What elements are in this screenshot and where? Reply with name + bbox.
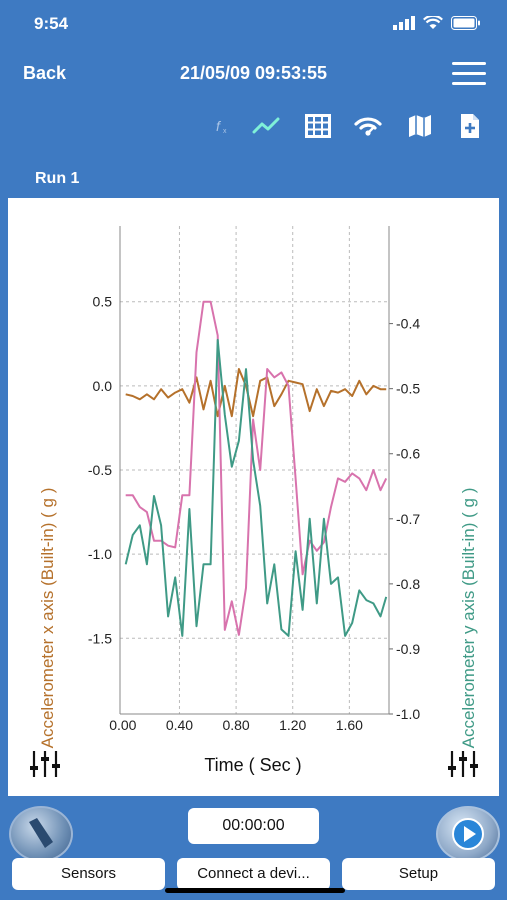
chart-panel: 0.00 0.40 0.80 1.20 1.60 0.5 0.0 -0.5 -1.0 -1.5 -0… [8,198,499,796]
status-icons [393,16,481,30]
line-chart-icon [252,117,280,134]
sensor-icon [29,818,53,848]
add-page-button[interactable] [452,108,488,144]
y-right-tick-label: -1.0 [396,706,420,722]
y-right-tick-label: -0.6 [396,446,420,462]
y-axis-right-label: Accelerometer y axis (Built-in) ( g ) [459,488,478,749]
cellular-signal-icon [393,16,415,30]
x-tick-label: 1.20 [279,717,306,733]
y-left-tick-label: -1.0 [88,546,112,562]
y-left-tick-label: -0.5 [88,462,112,478]
x-tick-label: 0.40 [166,717,193,733]
x-tick-label: 0.80 [222,717,249,733]
sliders-icon [448,751,478,777]
series-line-2 [125,300,388,636]
y-left-tick-label: 0.0 [93,378,113,394]
connect-device-button[interactable]: Connect a devi... [177,858,330,890]
chart: 0.00 0.40 0.80 1.20 1.60 0.5 0.0 -0.5 -1.0 -1.5 -0… [38,226,478,775]
x-tick-label: 1.60 [336,717,363,733]
status-bar: 9:54 [0,0,507,48]
sensor-toggle-button[interactable] [9,806,73,862]
back-button[interactable]: Back [23,63,67,83]
series-line-3 [124,338,388,637]
page-title: 21/05/09 09:53:55 [179,63,328,83]
menu-button[interactable] [452,62,486,86]
map-icon [409,115,431,137]
status-time: 9:54 [34,14,69,33]
menu-icon [452,62,486,65]
table-icon [305,114,331,138]
y-right-tick-label: -0.9 [396,641,420,657]
svg-text:x: x [223,128,227,135]
menu-icon-line [452,72,486,75]
wifi-status-icon [423,16,443,29]
battery-icon [451,16,480,30]
series-line-1 [125,368,387,418]
sensors-button[interactable]: Sensors [12,858,165,890]
home-indicator [165,888,345,893]
nav-bar: Back 21/05/09 09:53:55 [0,48,507,100]
graph-view-button[interactable] [248,108,284,144]
y-axis-left-label: Accelerometer x axis (Built-in) ( g ) [38,488,57,749]
y-right-tick-label: -0.7 [396,511,420,527]
sliders-icon [30,751,60,777]
chart-grid [120,226,389,714]
run-label: Run 1 [35,170,80,187]
left-axis-settings-button[interactable] [28,749,62,779]
timer-display: 00:00:00 [188,808,319,844]
right-axis-settings-button[interactable] [446,749,480,779]
bottom-bar: 00:00:00 Sensors Connect a devi... Setup [0,796,507,900]
play-icon [452,818,484,850]
setup-button[interactable]: Setup [342,858,495,890]
menu-icon-line [452,82,486,85]
y-left-tick-label: 0.5 [93,294,113,310]
chart-axes [119,226,393,715]
map-view-button[interactable] [402,108,438,144]
table-view-button[interactable] [300,108,336,144]
y-right-tick-label: -0.8 [396,576,420,592]
chart-tick-labels: 0.00 0.40 0.80 1.20 1.60 0.5 0.0 -0.5 -1.0 -1.5 -0… [88,294,420,733]
chart-series [124,300,388,637]
y-right-tick-label: -0.5 [396,381,420,397]
y-right-tick-label: -0.4 [396,316,420,332]
x-axis-label: Time ( Sec ) [204,755,301,775]
y-left-tick-label: -1.5 [88,630,112,646]
wifi-icon [354,117,382,136]
play-button[interactable] [436,806,500,862]
add-page-icon [461,114,479,138]
sensor-signal-button[interactable] [350,108,386,144]
svg-text:f: f [216,118,222,134]
x-tick-label: 0.00 [109,717,136,733]
